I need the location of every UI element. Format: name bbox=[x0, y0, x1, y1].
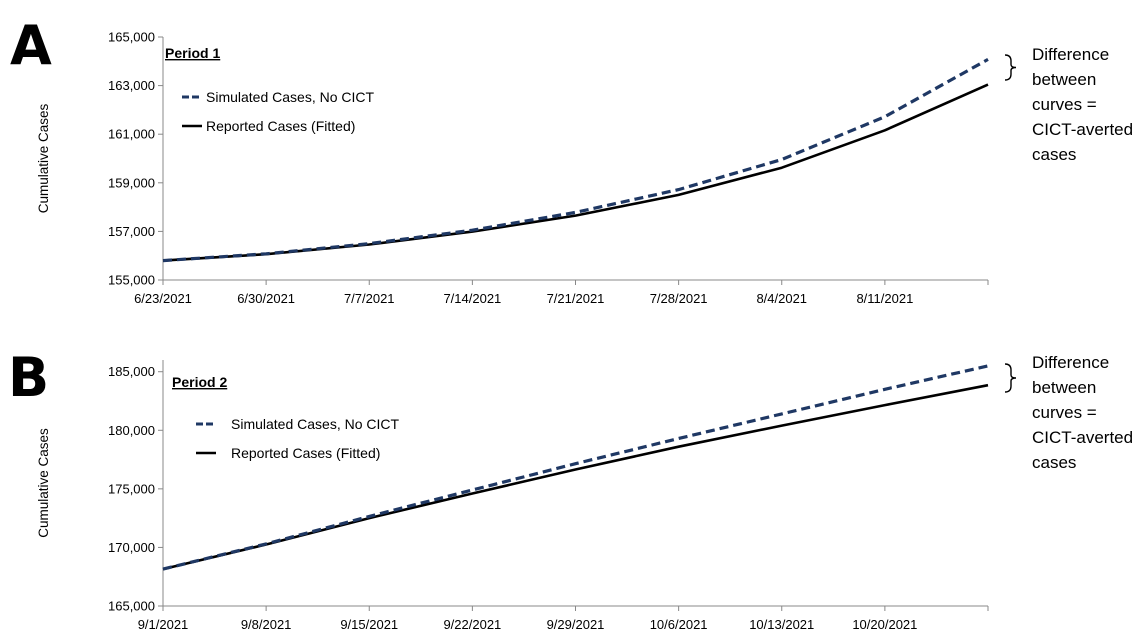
annotation-text: between bbox=[1032, 378, 1096, 397]
x-tick-label: 7/28/2021 bbox=[650, 291, 708, 306]
y-tick-label: 155,000 bbox=[108, 273, 155, 288]
annotation-text: CICT-averted bbox=[1032, 428, 1133, 447]
annotation-text: between bbox=[1032, 70, 1096, 89]
y-tick-label: 161,000 bbox=[108, 127, 155, 142]
x-tick-label: 6/23/2021 bbox=[134, 291, 192, 306]
x-tick-label: 9/22/2021 bbox=[443, 617, 501, 632]
panel-letter: B bbox=[8, 346, 49, 409]
y-tick-label: 159,000 bbox=[108, 175, 155, 190]
legend-label: Reported Cases (Fitted) bbox=[206, 118, 355, 134]
y-tick-label: 175,000 bbox=[108, 481, 155, 496]
x-tick-label: 6/30/2021 bbox=[237, 291, 295, 306]
x-tick-label: 10/6/2021 bbox=[650, 617, 708, 632]
annotation-text: curves = bbox=[1032, 403, 1097, 422]
brace-icon bbox=[1004, 54, 1017, 81]
brace-icon bbox=[1004, 363, 1017, 393]
annotation-text: cases bbox=[1032, 145, 1076, 164]
annotation-text: Difference bbox=[1032, 45, 1109, 64]
simulated-cases-line bbox=[162, 364, 989, 571]
chart-panel-b: B 165,000 170,000 175,000 180,000 185,000 9/1/… bbox=[8, 346, 1133, 632]
legend-label: Simulated Cases, No CICT bbox=[231, 416, 400, 432]
x-tick-label: 7/14/2021 bbox=[443, 291, 501, 306]
x-tick-label: 7/21/2021 bbox=[547, 291, 605, 306]
annotation-text: Difference bbox=[1032, 353, 1109, 372]
x-tick-label: 9/29/2021 bbox=[547, 617, 605, 632]
reported-cases-line bbox=[162, 383, 989, 571]
period-title: Period 1 bbox=[165, 45, 220, 61]
x-tick-label: 10/20/2021 bbox=[852, 617, 917, 632]
x-tick-label: 8/4/2021 bbox=[756, 291, 807, 306]
reported-cases-line bbox=[162, 83, 989, 262]
panel-letter: A bbox=[10, 14, 52, 77]
period-title: Period 2 bbox=[172, 374, 227, 390]
y-tick-label: 170,000 bbox=[108, 540, 155, 555]
chart-panel-a: A 155,000 157,000 159,000 161,000 163,000 165,… bbox=[10, 14, 1133, 306]
y-tick-label: 185,000 bbox=[108, 364, 155, 379]
simulated-cases-line bbox=[162, 58, 989, 263]
y-tick-label: 157,000 bbox=[108, 224, 155, 239]
y-tick-label: 180,000 bbox=[108, 423, 155, 438]
x-tick-label: 9/15/2021 bbox=[340, 617, 398, 632]
x-tick-label: 9/1/2021 bbox=[138, 617, 189, 632]
x-tick-label: 10/13/2021 bbox=[749, 617, 814, 632]
x-tick-label: 7/7/2021 bbox=[344, 291, 395, 306]
annotation-text: CICT-averted bbox=[1032, 120, 1133, 139]
legend-label: Simulated Cases, No CICT bbox=[206, 89, 375, 105]
legend-label: Reported Cases (Fitted) bbox=[231, 445, 380, 461]
annotation-text: curves = bbox=[1032, 95, 1097, 114]
y-axis-label: Cumulative Cases bbox=[36, 103, 51, 213]
y-tick-label: 165,000 bbox=[108, 30, 155, 45]
y-tick-label: 163,000 bbox=[108, 78, 155, 93]
x-tick-label: 9/8/2021 bbox=[241, 617, 292, 632]
y-tick-label: 165,000 bbox=[108, 599, 155, 614]
annotation-text: cases bbox=[1032, 453, 1076, 472]
y-axis-label: Cumulative Cases bbox=[36, 428, 51, 538]
x-tick-label: 8/11/2021 bbox=[856, 291, 913, 306]
